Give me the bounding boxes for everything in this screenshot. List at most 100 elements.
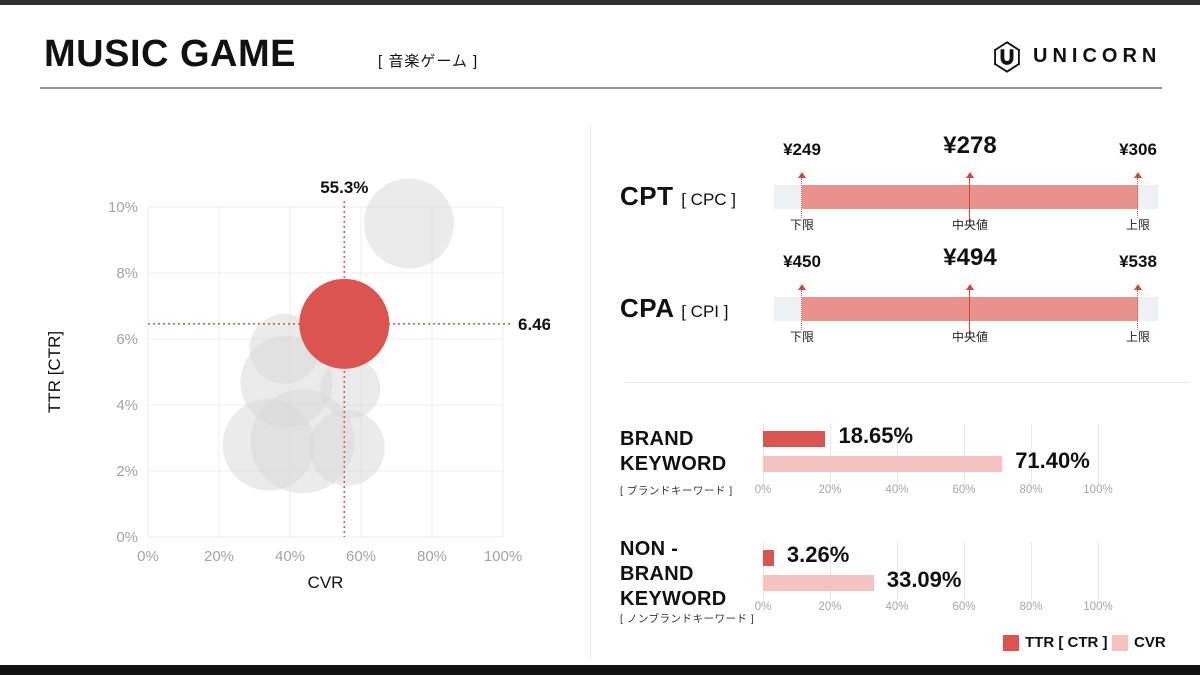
cpa-lower-tag: 下限 [789,330,815,344]
x-axis-tick: 20% [204,548,234,565]
nonbrand-keyword-title: NON - BRAND KEYWORD [620,537,727,612]
cpa-label-sub: [ CPI ] [681,302,729,321]
cpt-lower-value: ¥249 [783,140,821,159]
crosshair-x-value: 55.3% [320,178,368,197]
vertical-section-divider [590,125,591,660]
up-arrow-icon [1134,284,1142,290]
cpt-median-line [969,177,970,223]
bar-axis-tick: 20% [818,484,842,496]
nonbrand-keyword-title-line3: KEYWORD [620,588,727,610]
nonbrand-keyword-axis: 0% 20% 40% 60% 80% 100% [755,601,1113,615]
cpa-upper-line [1137,290,1138,330]
top-border-bar [0,0,1200,5]
brand-ttr-bar [763,431,826,447]
cpa-label: CPA [ CPI ] [620,293,728,324]
bottom-border-bar [0,665,1200,675]
bubble-chart: 0% 20% 40% 60% 80% 100% 0% 2% 4% 6% 8% 10% CVR TTR [C… [45,178,550,592]
page-title: MUSIC GAME [44,33,296,75]
bar-axis-tick: 40% [885,484,909,496]
legend-ttr-label: TTR [ CTR ] [1025,634,1108,651]
brand-ttr-value: 18.65% [838,423,914,448]
brand-keyword-title-line1: BRAND [620,428,694,450]
bar-gridline [964,424,965,486]
cpt-label-main: CPT [620,181,674,211]
x-axis-tick: 80% [417,548,447,565]
crosshair-y-value: 6.46% [518,315,550,334]
cpt-median-value: ¥278 [943,132,997,159]
cpt-label: CPT [ CPC ] [620,181,736,212]
bar-gridline [1098,424,1099,486]
bar-gridline [1098,542,1099,600]
horizontal-section-divider [625,382,1190,383]
cpa-range-track: ¥450 下限 ¥494 中央値 ¥538 上限 [774,244,1158,344]
x-axis-tick: 100% [484,548,522,565]
cpa-median-line [969,289,970,335]
bar-gridline [964,542,965,600]
cpt-range-track: ¥249 下限 ¥278 中央値 ¥306 上限 [774,132,1158,232]
legend-cvr-label: CVR [1134,634,1166,651]
gray-bubble [308,409,385,486]
bar-axis-tick: 100% [1083,484,1113,496]
bar-gridline [830,542,831,600]
bar-axis-tick: 80% [1019,601,1043,613]
bar-gridline [830,424,831,486]
bubble-chart-gray-bubbles [222,178,454,494]
y-axis-tick: 4% [116,397,138,414]
x-axis-label: CVR [308,573,344,592]
cpa-upper-tag: 上限 [1125,330,1151,344]
up-arrow-icon [966,284,974,290]
bar-axis-tick: 40% [885,601,909,613]
nonbrand-keyword-gridlines [763,542,1099,600]
brand-cvr-bar [763,456,1003,472]
y-axis-tick: 2% [116,463,138,480]
cpa-label-main: CPA [620,293,674,323]
unicorn-hexagon-icon [993,41,1021,73]
nonbrand-keyword-title-line2: BRAND [620,563,694,585]
cpa-range-fill [802,297,1138,321]
up-arrow-icon [798,172,806,178]
bar-axis-tick: 80% [1019,484,1043,496]
bar-gridline [1031,542,1032,600]
nonbrand-ttr-value: 3.26% [786,542,850,567]
brand-keyword-title: BRAND KEYWORD [620,427,727,477]
up-arrow-icon [798,284,806,290]
highlight-bubble [299,278,390,369]
cpt-upper-value: ¥306 [1119,140,1157,159]
bar-gridline [897,424,898,486]
bar-axis-tick: 60% [952,601,976,613]
bar-gridline [763,424,764,486]
y-axis-tick: 8% [116,265,138,282]
y-axis-tick: 0% [116,529,138,546]
bubble-chart-ticks: 0% 20% 40% 60% 80% 100% 0% 2% 4% 6% 8% 10% [108,199,522,565]
cpa-lower-value: ¥450 [783,252,821,271]
y-axis-tick: 6% [116,331,138,348]
cpt-range-fill [802,185,1138,209]
cpa-lower-line [801,290,802,330]
up-arrow-icon [966,172,974,178]
cpt-lower-line [801,178,802,218]
nonbrand-cvr-value: 33.09% [886,567,962,592]
legend-cvr-swatch [1112,635,1128,651]
bar-gridline [763,542,764,600]
brand-keyword-axis: 0% 20% 40% 60% 80% 100% [755,484,1113,498]
cpt-upper-tag: 上限 [1125,218,1151,232]
up-arrow-icon [1134,172,1142,178]
brand-cvr-value: 71.40% [1015,448,1090,473]
page-subtitle-japanese: [ 音楽ゲーム ] [378,53,479,70]
brand-keyword-gridlines [763,424,1099,486]
cpt-lower-tag: 下限 [789,218,815,232]
bar-axis-tick: 0% [754,484,772,496]
gray-bubble [363,178,454,269]
y-axis-tick: 10% [108,199,138,216]
nonbrand-keyword-title-line1: NON - [620,538,679,560]
x-axis-tick: 60% [346,548,376,565]
bar-gridline [897,542,898,600]
nonbrand-cvr-bar [763,575,874,591]
cpa-median-tag: 中央値 [951,330,989,344]
brand-keyword-title-line2: KEYWORD [620,453,727,475]
nonbrand-ttr-bar [763,550,774,566]
cpt-median-tag: 中央値 [951,218,989,232]
bar-axis-tick: 100% [1083,601,1113,613]
brand-name: UNICORN [1033,45,1162,67]
